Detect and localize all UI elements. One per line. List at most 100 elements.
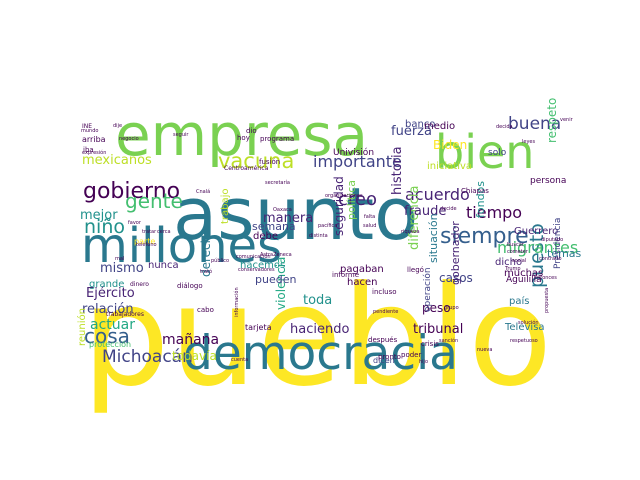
cloud-word: solución bbox=[518, 319, 539, 326]
cloud-word: Biden bbox=[433, 138, 467, 152]
cloud-word: Univisión bbox=[333, 147, 374, 158]
cloud-word: AstraZeneca bbox=[260, 252, 292, 258]
cloud-word: decide bbox=[440, 206, 457, 212]
cloud-word: informe bbox=[332, 271, 359, 279]
cloud-word: leyes bbox=[522, 139, 536, 145]
cloud-word: mexicanos bbox=[82, 153, 152, 168]
cloud-word: teléfono bbox=[136, 241, 157, 248]
cloud-word: operación bbox=[422, 267, 433, 312]
cloud-word: distinta bbox=[309, 233, 328, 239]
cloud-word: poder bbox=[401, 351, 421, 359]
cloud-word: hacemos bbox=[240, 260, 285, 271]
cloud-word: secretaría bbox=[265, 179, 290, 186]
cloud-word: democracia bbox=[183, 326, 458, 381]
cloud-word: situación bbox=[427, 213, 440, 263]
cloud-word: sanción bbox=[439, 337, 458, 344]
cloud-word: pacífica bbox=[318, 222, 337, 229]
cloud-word: mismo bbox=[100, 261, 144, 276]
cloud-word: vacuna bbox=[218, 149, 294, 173]
cloud-word: comunicación bbox=[236, 253, 271, 260]
cloud-word: conservadores bbox=[238, 267, 275, 273]
cloud-word: venir bbox=[560, 117, 574, 123]
cloud-word: mejor bbox=[80, 208, 118, 223]
cloud-word: derecho bbox=[199, 228, 213, 277]
cloud-word: expresión bbox=[82, 149, 106, 156]
cloud-word: millones bbox=[81, 218, 282, 274]
cloud-word: fusión bbox=[259, 158, 280, 166]
cloud-word: Águililla bbox=[506, 273, 542, 285]
cloud-word: contrario bbox=[539, 256, 562, 262]
cloud-word: niño bbox=[84, 216, 125, 238]
cloud-word: Chiapas bbox=[461, 187, 489, 195]
cloud-word: arriba bbox=[82, 135, 106, 144]
cloud-word: haciendo bbox=[290, 322, 349, 337]
cloud-word: Centroamérica bbox=[224, 165, 269, 172]
cloud-word: siempre bbox=[440, 224, 529, 249]
cloud-word: acuerdo bbox=[405, 185, 470, 204]
cloud-word: tarjeta bbox=[245, 323, 272, 332]
cloud-word: favor bbox=[128, 220, 142, 226]
cloud-word: manera bbox=[263, 211, 313, 226]
cloud-word: parte bbox=[134, 237, 155, 246]
cloud-word: Trump bbox=[504, 266, 521, 272]
cloud-word: creo bbox=[338, 189, 377, 210]
cloud-word: trabajadores bbox=[106, 311, 144, 318]
cloud-word: medio bbox=[424, 121, 455, 132]
cloud-word: Michoacán bbox=[102, 347, 193, 367]
cloud-word: falta bbox=[364, 214, 375, 220]
cloud-word: cuenta bbox=[231, 357, 248, 363]
cloud-word: dinero bbox=[130, 281, 149, 288]
cloud-word: relación bbox=[82, 302, 134, 317]
cloud-word: pronto bbox=[378, 353, 401, 361]
cloud-word: fondos bbox=[474, 181, 487, 218]
cloud-word: pendiente bbox=[373, 309, 398, 315]
cloud-word: seguridad bbox=[332, 176, 346, 236]
cloud-word: puesto bbox=[526, 223, 548, 288]
cloud-word: crisis bbox=[421, 340, 439, 348]
cloud-word: debe bbox=[253, 231, 278, 242]
cloud-word: buena bbox=[508, 114, 561, 134]
cloud-word: buscar bbox=[507, 242, 525, 248]
cloud-word: Ejército bbox=[86, 286, 135, 301]
cloud-word: respeto bbox=[545, 98, 559, 143]
cloud-word: incluso bbox=[372, 288, 397, 296]
cloud-word: banco bbox=[405, 119, 435, 130]
cloud-word: muchas bbox=[504, 268, 543, 279]
cloud-word: cabo bbox=[197, 306, 214, 314]
cloud-word: fraude bbox=[404, 204, 446, 219]
cloud-word: actuar bbox=[90, 317, 135, 333]
cloud-word: mundo bbox=[81, 128, 98, 134]
cloud-word: hoy bbox=[237, 134, 250, 142]
cloud-word: entonces bbox=[534, 275, 557, 281]
cloud-word: mañana bbox=[162, 332, 219, 348]
cloud-word: política bbox=[345, 180, 358, 220]
cloud-word: nunca bbox=[148, 260, 179, 271]
cloud-word: salud bbox=[363, 223, 376, 229]
cloud-word: bien bbox=[435, 125, 534, 179]
cloud-word: pagaban bbox=[340, 264, 384, 275]
cloud-word: persona bbox=[530, 176, 566, 186]
cloud-word: riqueza bbox=[401, 229, 420, 235]
cloud-word: protección bbox=[89, 339, 131, 349]
cloud-word: dio bbox=[246, 127, 257, 135]
cloud-word: Oaxaca bbox=[273, 207, 292, 213]
cloud-word: hacen bbox=[347, 277, 377, 288]
cloud-word: cerca bbox=[157, 229, 171, 235]
cloud-word: asunto bbox=[173, 172, 418, 256]
cloud-word: pueblo bbox=[82, 256, 552, 417]
cloud-word: información bbox=[233, 287, 240, 317]
cloud-word: temas bbox=[547, 247, 582, 260]
cloud-word: gobierno bbox=[83, 179, 180, 204]
cloud-word: Guerrero bbox=[514, 226, 558, 237]
cloud-word: violencia bbox=[274, 257, 288, 310]
cloud-word: empresa bbox=[115, 101, 368, 169]
cloud-word: programa bbox=[260, 135, 294, 143]
cloud-word: organizaciones bbox=[325, 193, 363, 199]
cloud-word: hijo bbox=[419, 359, 428, 365]
cloud-word: historia bbox=[390, 146, 405, 195]
cloud-word: después bbox=[368, 336, 398, 344]
cloud-word: dicho bbox=[495, 257, 522, 268]
cloud-word: grupo bbox=[444, 305, 459, 311]
